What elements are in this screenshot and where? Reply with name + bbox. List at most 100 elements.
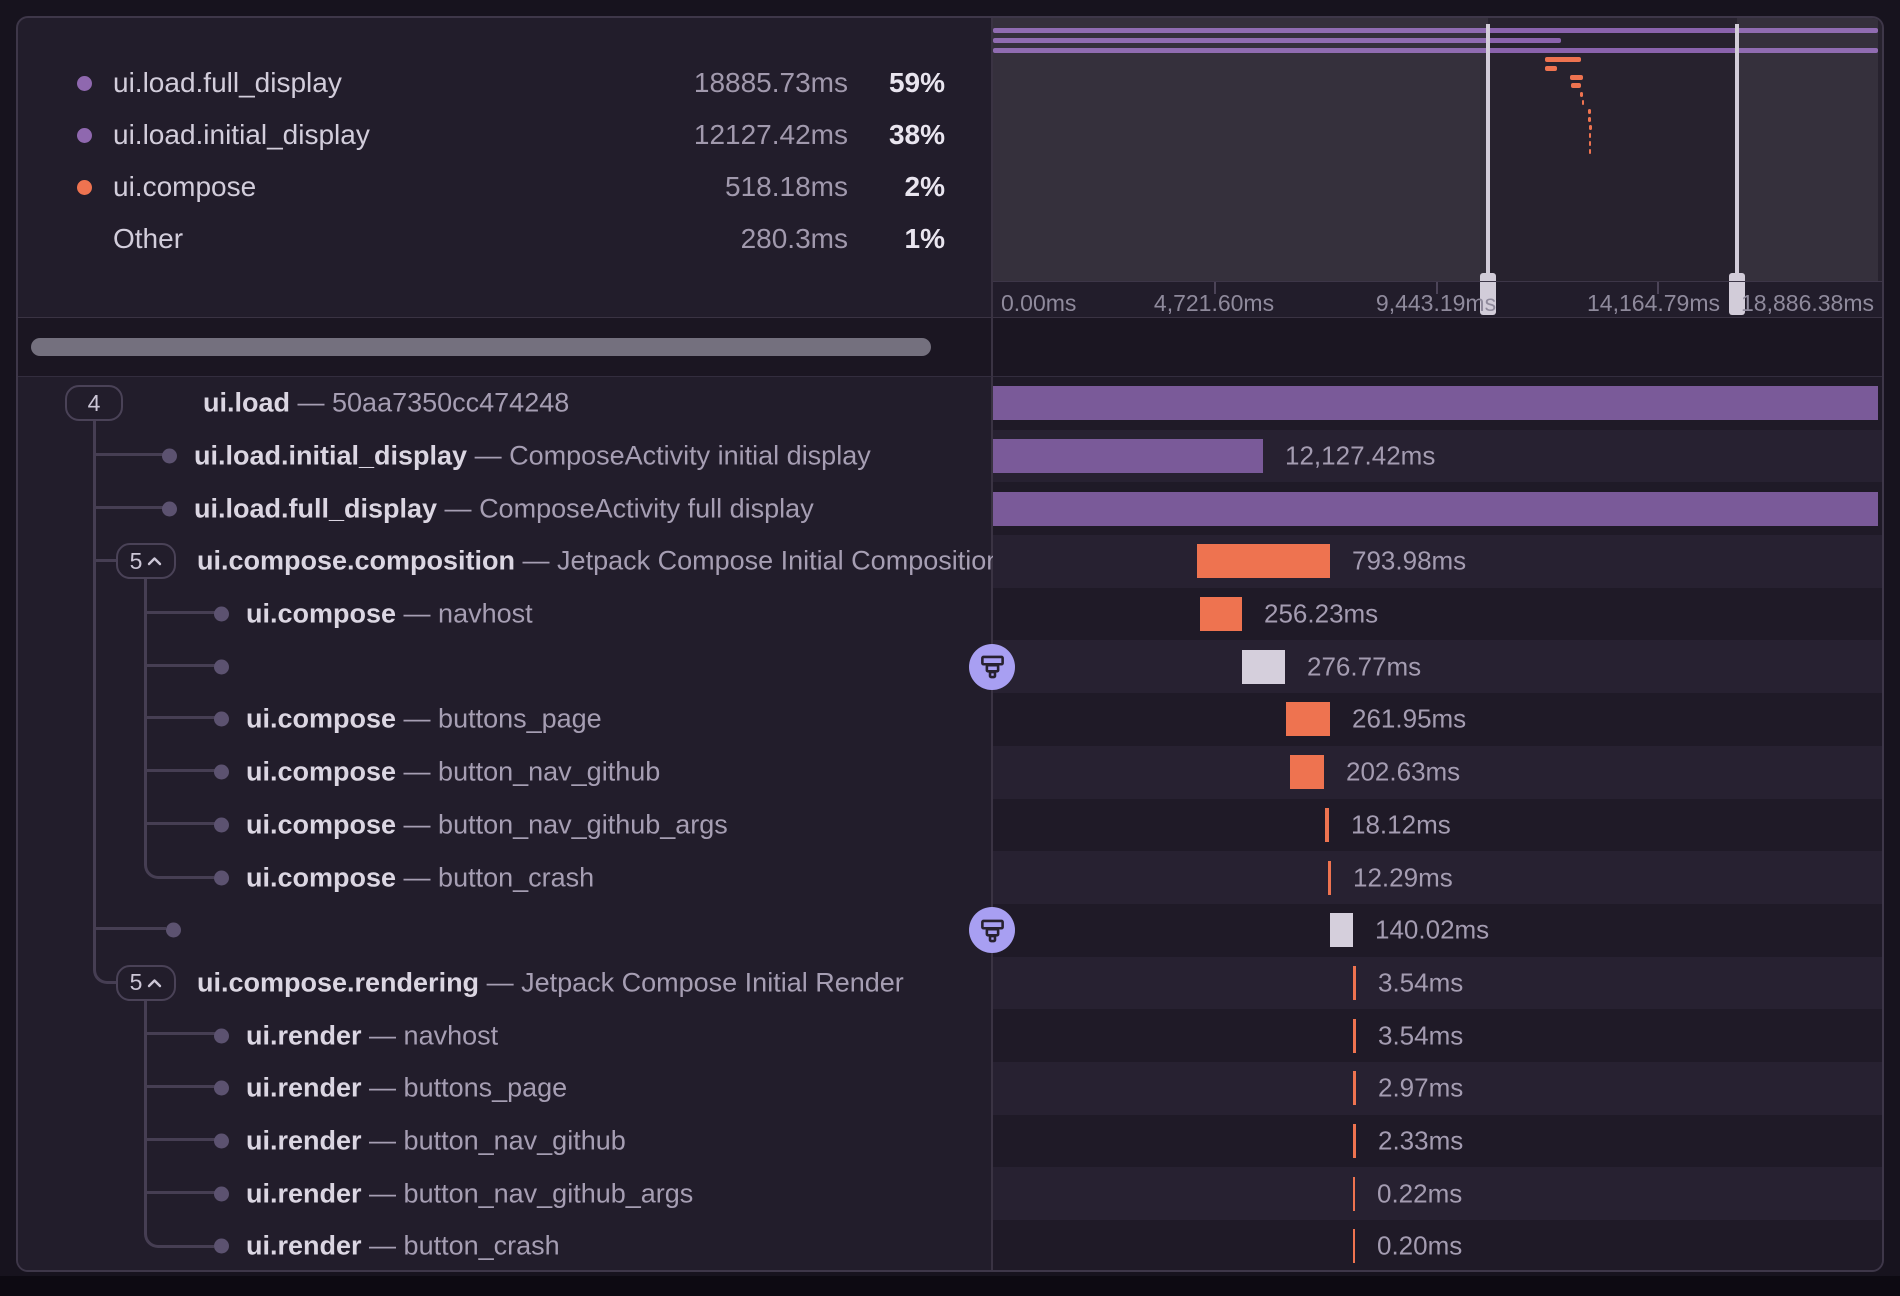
minimap-window-handle-left[interactable] bbox=[1480, 24, 1496, 315]
tree-node-dot bbox=[214, 1133, 229, 1149]
minimap-span-mark bbox=[993, 28, 1878, 33]
span-bar-cell[interactable]: 18.12ms bbox=[993, 798, 1882, 852]
span-bar-cell[interactable]: 3.54ms bbox=[993, 956, 1882, 1010]
trace-minimap[interactable] bbox=[993, 18, 1882, 315]
span-duration-bar[interactable] bbox=[1353, 1229, 1355, 1264]
span-description: 50aa7350cc474248 bbox=[332, 387, 570, 418]
tree-scrollbar-track[interactable] bbox=[18, 318, 993, 377]
span-bar-cell[interactable]: 2.97ms bbox=[993, 1061, 1882, 1115]
span-tree-cell[interactable]: ui.compose — button_nav_github bbox=[18, 745, 993, 799]
span-duration-bar[interactable] bbox=[1290, 755, 1324, 790]
span-row[interactable]: ui.render — button_crash 0.20ms bbox=[18, 1220, 1882, 1270]
span-duration-bar[interactable] bbox=[1286, 702, 1330, 737]
span-duration-bar[interactable] bbox=[1242, 649, 1285, 684]
tree-node-dot bbox=[214, 1080, 229, 1096]
span-duration-bar[interactable] bbox=[1353, 1018, 1356, 1053]
legend-item[interactable]: ui.load.full_display 18885.73ms 59% bbox=[18, 57, 991, 109]
span-separator: — bbox=[437, 493, 480, 524]
span-row[interactable]: ui.render — buttons_page 2.97ms bbox=[18, 1061, 1882, 1115]
legend-duration: 280.3ms bbox=[740, 223, 848, 254]
span-tree-cell[interactable]: ui.render — navhost bbox=[18, 1009, 993, 1062]
span-tree-cell[interactable]: ui.compose — button_crash bbox=[18, 851, 993, 904]
span-row[interactable]: ui.compose — button_nav_github 202.63ms bbox=[18, 745, 1882, 799]
span-bar-cell[interactable]: 0.20ms bbox=[993, 1220, 1882, 1270]
span-row[interactable]: ui.compose — button_crash 12.29ms bbox=[18, 851, 1882, 904]
span-duration-bar[interactable] bbox=[1353, 1123, 1356, 1158]
span-row[interactable]: 140.02ms bbox=[18, 903, 1882, 957]
legend-item[interactable]: Other 280.3ms 1% bbox=[18, 213, 991, 265]
tree-node-dot bbox=[214, 1028, 229, 1044]
span-duration-label: 2.97ms bbox=[1378, 1072, 1464, 1103]
span-count-collapse-badge[interactable]: 5 bbox=[116, 964, 176, 1001]
span-label: ui.render — button_nav_github bbox=[246, 1125, 626, 1156]
span-tree-cell[interactable]: ui.compose — button_nav_github_args bbox=[18, 798, 993, 852]
legend-item[interactable]: ui.compose 518.18ms 2% bbox=[18, 161, 991, 213]
span-tree-cell[interactable]: 4 ui.load — 50aa7350cc474248 bbox=[18, 377, 993, 430]
span-tree-cell[interactable]: ui.render — buttons_page bbox=[18, 1061, 993, 1115]
span-duration-bar[interactable] bbox=[993, 439, 1263, 474]
span-bar-cell[interactable]: 12.29ms bbox=[993, 851, 1882, 904]
span-count-collapse-badge[interactable]: 5 bbox=[116, 543, 176, 580]
legend-color-dot bbox=[77, 127, 92, 143]
span-duration-bar[interactable] bbox=[1330, 913, 1353, 948]
span-row[interactable]: ui.compose — button_nav_github_args 18.12… bbox=[18, 798, 1882, 852]
span-tree-cell[interactable]: ui.render — button_crash bbox=[18, 1220, 993, 1270]
legend-percent: 1% bbox=[904, 223, 945, 254]
span-duration-bar[interactable] bbox=[1353, 965, 1356, 1000]
span-bar-cell[interactable]: 202.63ms bbox=[993, 745, 1882, 799]
span-duration-bar[interactable] bbox=[993, 386, 1878, 421]
span-row[interactable]: 5 ui.compose.composition — Jetpack Compos… bbox=[18, 535, 1882, 588]
span-row[interactable]: ui.render — button_nav_github_args 0.22ms bbox=[18, 1167, 1882, 1220]
span-tree-cell[interactable]: ui.compose — buttons_page bbox=[18, 693, 993, 746]
span-row[interactable]: ui.render — navhost 3.54ms bbox=[18, 1009, 1882, 1062]
legend-item[interactable]: ui.load.initial_display 12127.42ms 38% bbox=[18, 109, 991, 161]
profile-badge-button[interactable] bbox=[969, 643, 1015, 690]
trace-header: ui.load.full_display 18885.73ms 59% ui.load… bbox=[18, 18, 1882, 318]
span-tree-cell[interactable]: ui.render — button_nav_github_args bbox=[18, 1167, 993, 1220]
span-duration-bar[interactable] bbox=[993, 491, 1878, 526]
span-tree-cell[interactable]: ui.render — button_nav_github bbox=[18, 1114, 993, 1168]
badge-count: 5 bbox=[129, 547, 143, 574]
span-tree-cell[interactable]: ui.compose — navhost bbox=[18, 587, 993, 641]
span-duration-bar[interactable] bbox=[1328, 860, 1331, 895]
span-tree-cell[interactable]: 5 ui.compose.composition — Jetpack Compos… bbox=[18, 535, 1001, 588]
span-count-badge[interactable]: 4 bbox=[65, 385, 123, 422]
span-row[interactable]: ui.compose — navhost 256.23ms bbox=[18, 587, 1882, 641]
span-bar-cell[interactable]: 12,127.42ms bbox=[993, 429, 1882, 483]
span-bar-cell[interactable] bbox=[993, 482, 1882, 536]
minimap-span-mark bbox=[1589, 133, 1591, 138]
span-bar-cell[interactable]: 256.23ms bbox=[993, 587, 1882, 641]
minimap-handle-grip[interactable] bbox=[1480, 273, 1496, 315]
span-bar-cell[interactable]: 261.95ms bbox=[993, 693, 1882, 746]
span-row[interactable]: ui.compose — buttons_page 261.95ms bbox=[18, 693, 1882, 746]
span-bar-cell[interactable] bbox=[993, 377, 1882, 430]
minimap-span-mark bbox=[1570, 75, 1583, 80]
profile-badge-button[interactable] bbox=[969, 907, 1015, 954]
span-row[interactable]: ui.render — button_nav_github 2.33ms bbox=[18, 1114, 1882, 1168]
span-bar-cell[interactable]: 793.98ms bbox=[993, 535, 1882, 588]
tree-scrollbar-thumb[interactable] bbox=[31, 338, 931, 356]
span-bar-cell[interactable]: 140.02ms bbox=[969, 903, 1882, 957]
span-bar-cell[interactable]: 0.22ms bbox=[993, 1167, 1882, 1220]
span-bar-cell[interactable]: 2.33ms bbox=[993, 1114, 1882, 1168]
span-bar-cell[interactable]: 3.54ms bbox=[993, 1009, 1882, 1062]
minimap-window-handle-right[interactable] bbox=[1729, 24, 1745, 315]
span-tree-cell[interactable]: ui.load.initial_display — ComposeActivit… bbox=[18, 429, 993, 483]
span-duration-bar[interactable] bbox=[1353, 1176, 1355, 1211]
span-tree-cell[interactable] bbox=[18, 903, 993, 957]
span-row[interactable]: 5 ui.compose.rendering — Jetpack Compose … bbox=[18, 956, 1882, 1010]
span-row[interactable]: 276.77ms bbox=[18, 640, 1882, 694]
span-duration-bar[interactable] bbox=[1353, 1071, 1356, 1106]
span-row[interactable]: ui.load.initial_display — ComposeActivit… bbox=[18, 429, 1882, 483]
span-row[interactable]: 4 ui.load — 50aa7350cc474248 bbox=[18, 377, 1882, 430]
span-tree-cell[interactable]: 5 ui.compose.rendering — Jetpack Compose … bbox=[18, 956, 993, 1010]
span-bar-cell[interactable]: 276.77ms bbox=[969, 640, 1882, 694]
span-tree-cell[interactable]: ui.load.full_display — ComposeActivity f… bbox=[18, 482, 993, 536]
minimap-handle-grip[interactable] bbox=[1729, 273, 1745, 315]
span-row[interactable]: ui.load.full_display — ComposeActivity f… bbox=[18, 482, 1882, 536]
span-duration-bar[interactable] bbox=[1325, 807, 1329, 842]
span-duration-bar[interactable] bbox=[1197, 544, 1330, 579]
span-duration-bar[interactable] bbox=[1200, 597, 1242, 632]
span-tree-cell[interactable] bbox=[18, 640, 993, 694]
profile-flamegraph-icon bbox=[980, 655, 1004, 679]
